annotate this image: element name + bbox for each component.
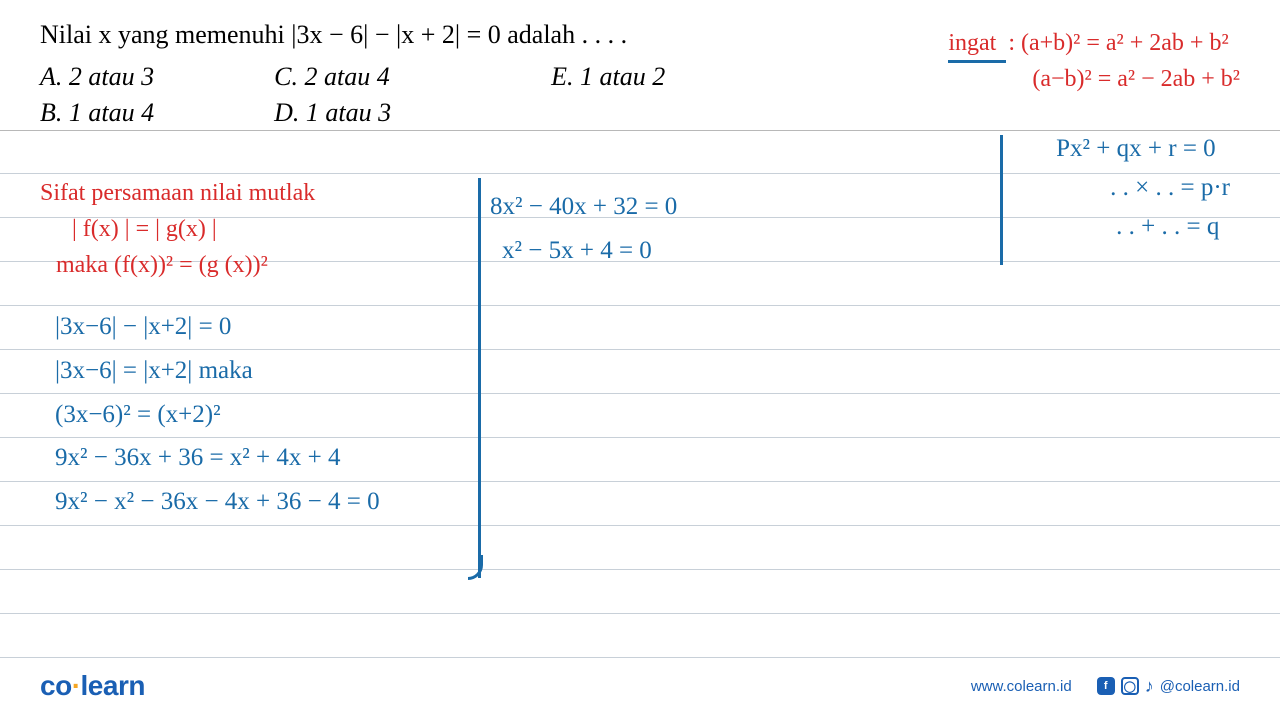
sifat-line-2: maka (f(x))² = (g (x))² [56,247,315,283]
brand-dot: · [72,670,81,701]
footer: co·learn www.colearn.id f ◯ ♪ @colearn.i… [40,670,1240,702]
absolute-value-property: Sifat persamaan nilai mutlak | f(x) | = … [40,175,315,283]
step-4: 9x² − 36x + 36 = x² + 4x + 4 [55,436,380,480]
step-1: |3x−6| − |x+2| = 0 [55,305,380,349]
quad-line-2: . . × . . = p·r [1110,169,1230,208]
option-a: A. 2 atau 3 [40,62,154,92]
footer-url: www.colearn.id [971,678,1072,695]
option-d: D. 1 atau 3 [274,98,391,128]
sifat-title: Sifat persamaan nilai mutlak [40,175,315,211]
option-c: C. 2 atau 4 [274,62,391,92]
solution-steps-middle: 8x² − 40x + 32 = 0 x² − 5x + 4 = 0 [490,185,677,273]
quadratic-general: Px² + qx + r = 0 . . × . . = p·r . . + .… [1056,130,1230,246]
instagram-icon: ◯ [1121,677,1139,695]
option-e: E. 1 atau 2 [551,62,665,92]
step-7: x² − 5x + 4 = 0 [502,229,677,273]
solution-steps-left: |3x−6| − |x+2| = 0 |3x−6| = |x+2| maka (… [55,305,380,524]
sifat-line-1: | f(x) | = | g(x) | [72,211,315,247]
brand-learn: learn [81,670,145,701]
step-5: 9x² − x² − 36x − 4x + 36 − 4 = 0 [55,480,380,524]
social-handle: @colearn.id [1160,678,1240,695]
divider-middle [478,178,481,578]
social-links: f ◯ ♪ @colearn.id [1097,676,1240,697]
facebook-icon: f [1097,677,1115,695]
tiktok-icon: ♪ [1145,676,1154,697]
answer-options: A. 2 atau 3 B. 1 atau 4 C. 2 atau 4 D. 1… [40,62,1240,128]
question-text: Nilai x yang memenuhi |3x − 6| − |x + 2|… [40,20,1240,50]
quad-line-1: Px² + qx + r = 0 [1056,130,1230,169]
step-3: (3x−6)² = (x+2)² [55,393,380,437]
option-b: B. 1 atau 4 [40,98,154,128]
brand-co: co [40,670,72,701]
step-2: |3x−6| = |x+2| maka [55,349,380,393]
divider-right [1000,135,1003,265]
step-6: 8x² − 40x + 32 = 0 [490,185,677,229]
brand-logo: co·learn [40,670,145,702]
quad-line-3: . . + . . = q [1116,208,1230,247]
